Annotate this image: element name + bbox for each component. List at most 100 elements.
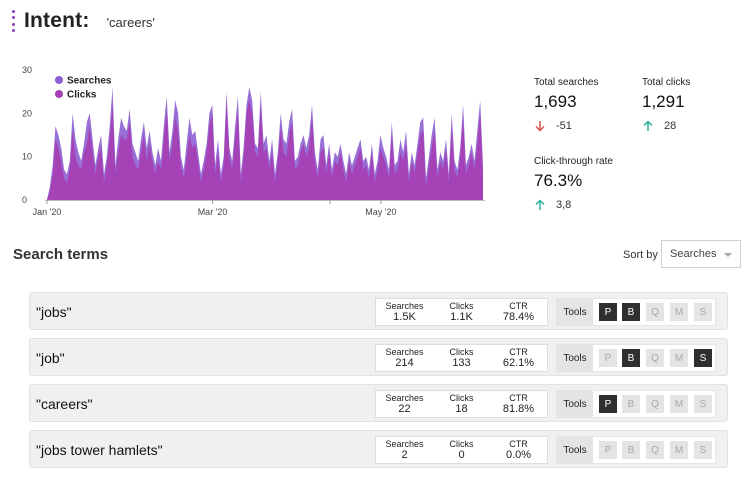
metric-value: 78.4% [502, 311, 535, 323]
tools-box: Tools P B Q M S [556, 298, 716, 326]
tools-label: Tools [557, 345, 593, 371]
search-term-row[interactable]: "jobs tower hamlets" Searches 2 Clicks 0… [29, 430, 728, 468]
legend-label: Clicks [67, 90, 97, 101]
metric-label: Searches [385, 439, 424, 449]
tool-toggle-s[interactable]: S [694, 349, 712, 367]
tool-toggle-b[interactable]: B [622, 303, 640, 321]
y-tick-label: 10 [22, 152, 32, 162]
tool-toggle-q[interactable]: Q [646, 303, 664, 321]
y-tick-label: 30 [22, 65, 32, 75]
sort-select-value: Searches [670, 248, 717, 260]
stat-label: Click-through rate [534, 156, 613, 167]
tool-toggle-b[interactable]: B [622, 349, 640, 367]
search-term-text: "job" [36, 350, 65, 366]
metric-searches: Searches 22 [376, 391, 433, 417]
stat-ctr: Click-through rate 76.3% 3,8 [534, 156, 613, 211]
stat-change: 3,8 [534, 199, 613, 211]
tool-toggle-m[interactable]: M [670, 441, 688, 459]
metric-clicks: Clicks 1.1K [433, 299, 490, 325]
metric-label: Clicks [449, 439, 474, 449]
legend-label: Searches [67, 76, 112, 87]
metric-label: CTR [509, 301, 528, 311]
arrow-down-icon [535, 121, 545, 132]
metrics-box: Searches 2 Clicks 0 CTR 0.0% [375, 436, 548, 464]
drag-handle-icon[interactable] [12, 10, 15, 32]
x-tick-label: Jan '20 [33, 207, 62, 217]
stat-total-clicks: Total clicks 1,291 28 [642, 77, 690, 132]
search-term-row[interactable]: "jobs" Searches 1.5K Clicks 1.1K CTR 78.… [29, 292, 728, 330]
tool-toggle-s[interactable]: S [694, 441, 712, 459]
tool-toggle-m[interactable]: M [670, 349, 688, 367]
intent-header: Intent: 'careers' [12, 8, 155, 34]
metric-label: Clicks [449, 347, 474, 357]
metric-value: 1.1K [450, 311, 473, 323]
metric-label: CTR [509, 439, 528, 449]
stat-change: -51 [534, 120, 598, 132]
legend-marker-clicks [55, 90, 63, 98]
stat-label: Total searches [534, 77, 599, 88]
metric-searches: Searches 2 [376, 437, 433, 463]
metric-label: CTR [509, 393, 528, 403]
metric-value: 214 [395, 357, 414, 369]
tools-box: Tools P B Q M S [556, 436, 716, 464]
x-tick-label: May '20 [365, 207, 396, 217]
tool-toggle-m[interactable]: M [670, 395, 688, 413]
tools-box: Tools P B Q M S [556, 344, 716, 372]
y-tick-label: 20 [22, 108, 32, 118]
metric-ctr: CTR 81.8% [490, 391, 547, 417]
stat-value: 76.3% [534, 171, 583, 190]
stat-change: 28 [642, 120, 690, 132]
legend-marker-searches [55, 76, 63, 84]
tools-label: Tools [557, 391, 593, 417]
stat-value: 1,291 [642, 92, 685, 111]
tool-toggle-b[interactable]: B [622, 395, 640, 413]
x-tick-label: Mar '20 [198, 207, 228, 217]
stat-change-value: -51 [556, 120, 572, 132]
metric-label: Searches [385, 301, 424, 311]
tool-toggle-s[interactable]: S [694, 395, 712, 413]
sort-select[interactable]: Searches [661, 240, 741, 268]
metric-label: Searches [385, 347, 424, 357]
search-term-row[interactable]: "job" Searches 214 Clicks 133 CTR 62.1% … [29, 338, 728, 376]
chevron-down-icon [724, 253, 732, 257]
metrics-box: Searches 214 Clicks 133 CTR 62.1% [375, 344, 548, 372]
y-tick-label: 0 [22, 195, 27, 205]
tool-toggle-s[interactable]: S [694, 303, 712, 321]
searches-clicks-chart: 0 10 20 30 Jan '20 Mar '20 May '20 Searches Clic… [22, 65, 485, 217]
search-term-text: "careers" [36, 396, 93, 412]
tool-toggle-b[interactable]: B [622, 441, 640, 459]
stat-total-searches: Total searches 1,693 -51 [534, 77, 598, 132]
metric-ctr: CTR 62.1% [490, 345, 547, 371]
intent-value: 'careers' [106, 14, 155, 30]
tool-toggle-p[interactable]: P [599, 349, 617, 367]
tool-toggle-p[interactable]: P [599, 395, 617, 413]
search-term-text: "jobs tower hamlets" [36, 442, 163, 458]
search-terms-title: Search terms [13, 246, 109, 263]
tool-toggle-p[interactable]: P [599, 303, 617, 321]
tools-label: Tools [557, 437, 593, 463]
metric-value: 81.8% [502, 403, 535, 415]
intent-title: Intent: [24, 9, 90, 32]
metric-clicks: Clicks 18 [433, 391, 490, 417]
stat-label: Total clicks [642, 77, 691, 88]
metrics-box: Searches 22 Clicks 18 CTR 81.8% [375, 390, 548, 418]
metric-value: 2 [401, 449, 408, 461]
metric-value: 62.1% [502, 357, 535, 369]
metric-value: 22 [398, 403, 411, 415]
tool-toggle-q[interactable]: Q [646, 395, 664, 413]
tool-toggle-q[interactable]: Q [646, 441, 664, 459]
metric-value: 1.5K [393, 311, 416, 323]
arrow-up-icon [643, 120, 653, 131]
metric-label: Clicks [449, 301, 474, 311]
stat-change-value: 3,8 [556, 199, 572, 211]
tool-toggle-p[interactable]: P [599, 441, 617, 459]
metric-value: 0.0% [505, 449, 532, 461]
tool-toggle-m[interactable]: M [670, 303, 688, 321]
metric-value: 18 [455, 403, 468, 415]
search-term-text: "jobs" [36, 304, 72, 320]
metric-label: Clicks [449, 393, 474, 403]
search-term-row[interactable]: "careers" Searches 22 Clicks 18 CTR 81.8… [29, 384, 728, 422]
metric-clicks: Clicks 133 [433, 345, 490, 371]
tool-toggle-q[interactable]: Q [646, 349, 664, 367]
tools-label: Tools [557, 299, 593, 325]
